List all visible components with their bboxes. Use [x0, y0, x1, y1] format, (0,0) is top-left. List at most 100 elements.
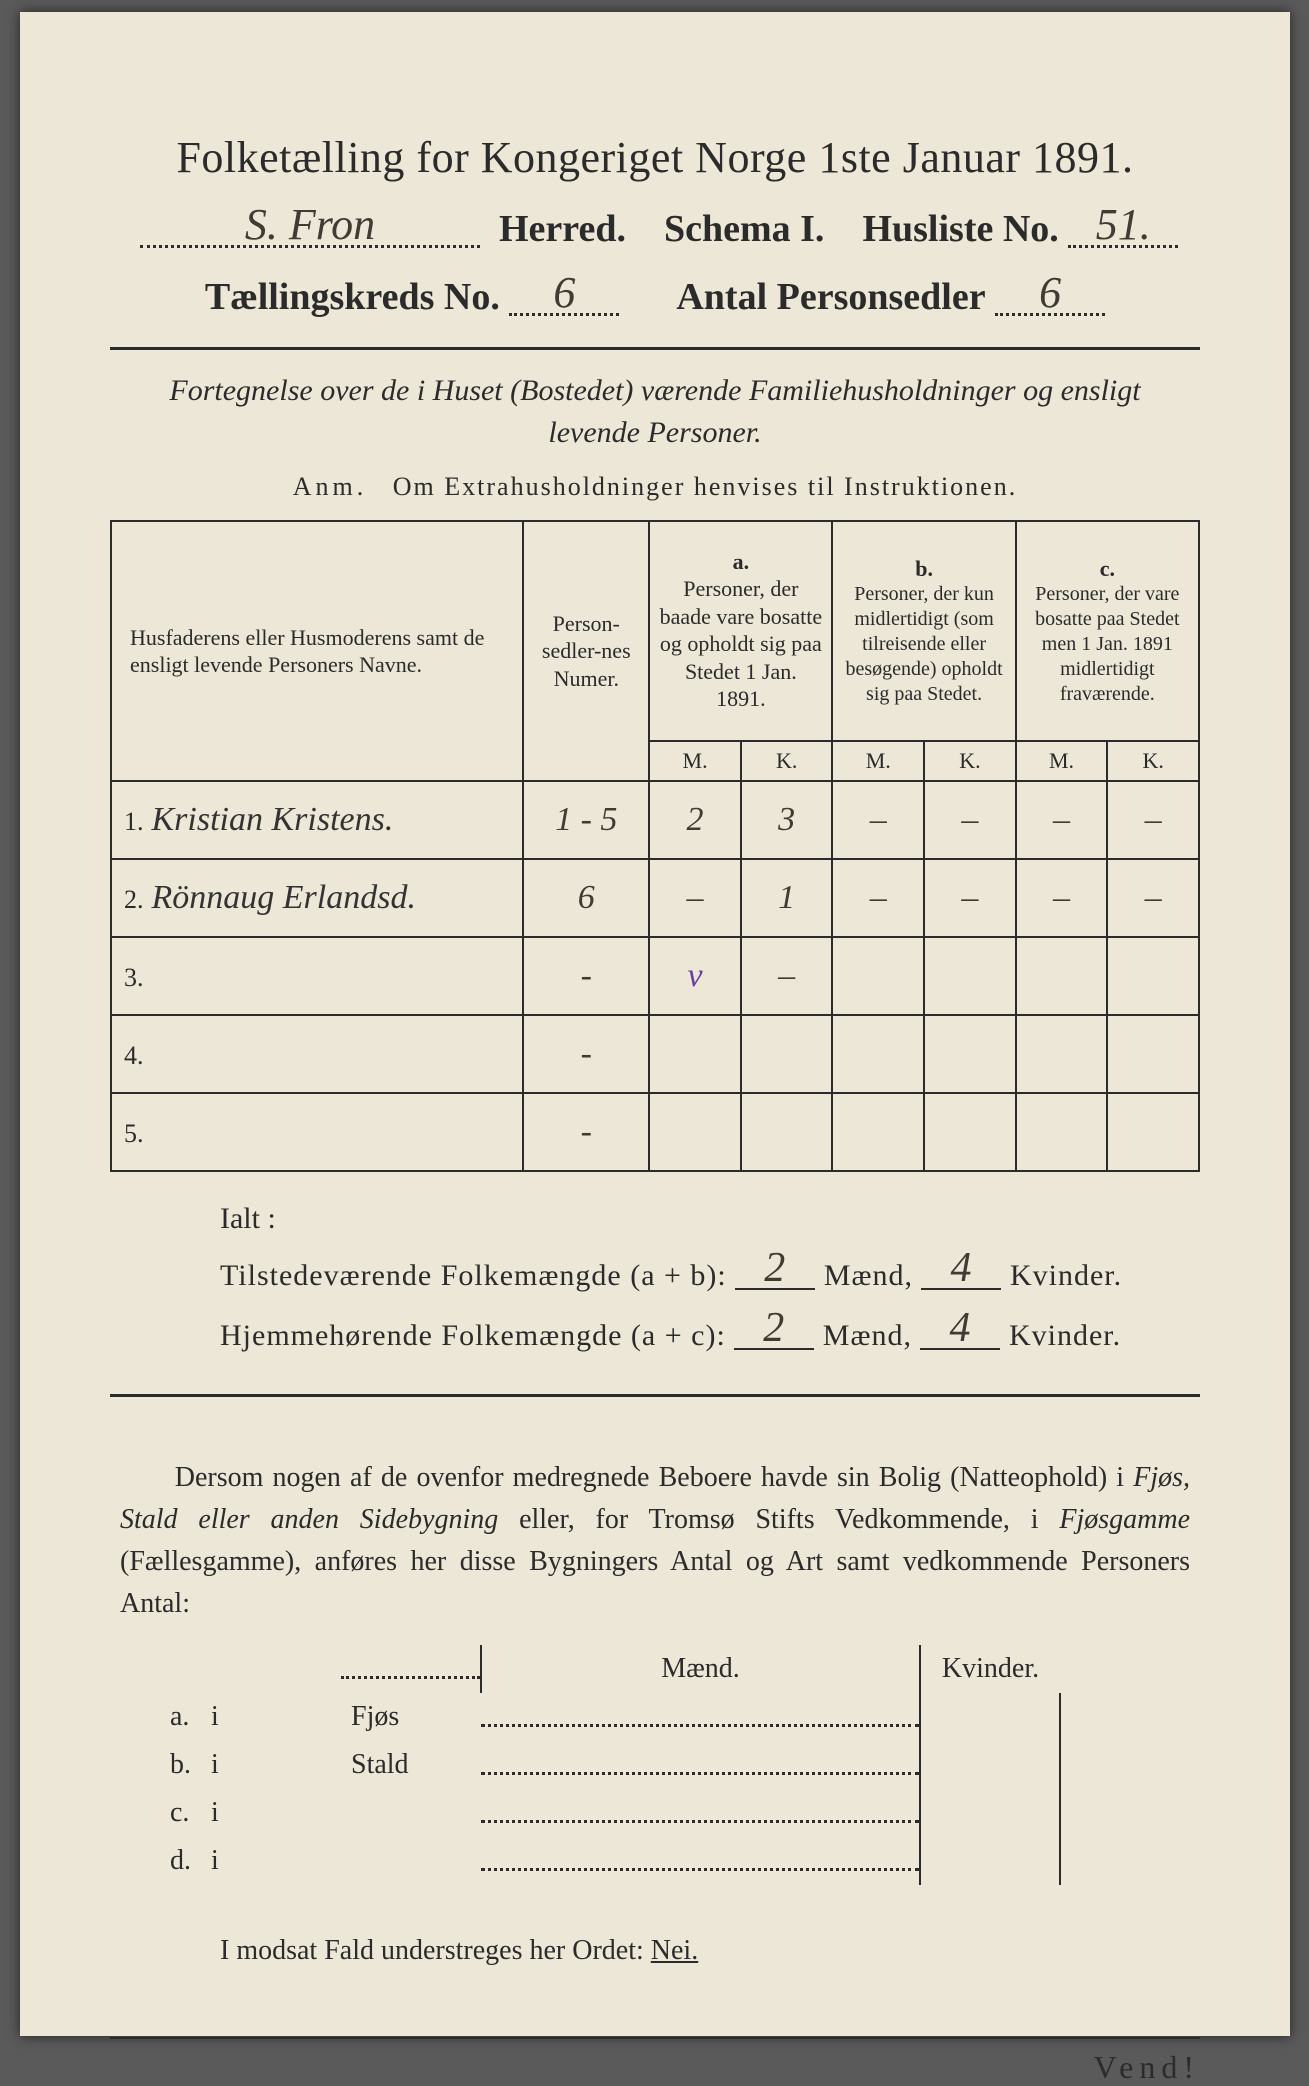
- cell: [832, 1093, 924, 1171]
- table-row: 3. - v –: [111, 937, 1199, 1015]
- sidebygning-para: Dersom nogen af de ovenfor medregnede Be…: [120, 1457, 1190, 1625]
- ialt-label: Ialt :: [220, 1202, 1200, 1236]
- bygn-kind: Fjøs: [341, 1693, 481, 1741]
- cell: –: [1016, 781, 1108, 859]
- bygn-i: i: [201, 1837, 341, 1885]
- ab-k: 4: [950, 1245, 972, 1291]
- sidebygning-table: Mænd. Kvinder. a. i Fjøs b. i Stald c. i…: [110, 1645, 1200, 1885]
- row-index: 1.: [124, 807, 144, 836]
- row-num: 6: [523, 859, 649, 937]
- col-c-k: K.: [1107, 741, 1199, 781]
- row-num: -: [523, 1015, 649, 1093]
- herred-value: S. Fron: [245, 200, 375, 249]
- row-num: 1 - 5: [523, 781, 649, 859]
- cell: [741, 1015, 833, 1093]
- row-index: 4.: [124, 1041, 144, 1070]
- kreds-label: Tællingskreds No.: [205, 276, 500, 318]
- bygn-lab: c.: [110, 1789, 201, 1837]
- row-num: -: [523, 1093, 649, 1171]
- bygn-lab: b.: [110, 1741, 201, 1789]
- bygn-i: i: [201, 1789, 341, 1837]
- cell: v: [649, 937, 741, 1015]
- antal-label: Antal Personsedler: [676, 276, 985, 318]
- bygn-row: b. i Stald: [110, 1741, 1200, 1789]
- col-b-m: M.: [832, 741, 924, 781]
- nei-line: I modsat Fald understreges her Ordet: Ne…: [220, 1935, 1200, 1967]
- cell: [924, 1093, 1016, 1171]
- anm-label: Anm.: [293, 472, 368, 501]
- schema-label: Schema I.: [664, 208, 824, 250]
- row-name: Rönnaug Erlandsd.: [152, 879, 416, 916]
- cell: [1107, 937, 1199, 1015]
- bygn-i: i: [201, 1741, 341, 1789]
- cell: [741, 1093, 833, 1171]
- bygn-row: c. i: [110, 1789, 1200, 1837]
- page-title: Folketælling for Kongeriget Norge 1ste J…: [110, 132, 1200, 183]
- kreds-value: 6: [553, 268, 575, 317]
- col-a-header: a. Personer, der baade vare bosatte og o…: [649, 521, 832, 741]
- cell: [1107, 1093, 1199, 1171]
- col-c-m: M.: [1016, 741, 1108, 781]
- bygn-col-m: Mænd.: [481, 1645, 920, 1693]
- col-c-header: c. Personer, der vare bosatte paa Stedet…: [1016, 521, 1199, 741]
- totals-block: Tilstedeværende Folkemængde (a + b): 2 M…: [220, 1246, 1200, 1366]
- col-num-header: Person-sedler-nes Numer.: [523, 521, 649, 781]
- row-index: 5.: [124, 1119, 144, 1148]
- col-a-m: M.: [649, 741, 741, 781]
- col-a-k: K.: [741, 741, 833, 781]
- cell: –: [924, 781, 1016, 859]
- cell: [1107, 1015, 1199, 1093]
- col-b-header: b. Personer, der kun midlertidigt (som t…: [832, 521, 1015, 741]
- rule-2: [110, 1394, 1200, 1397]
- header-line-2: S. Fron Herred. Schema I. Husliste No. 5…: [110, 207, 1200, 251]
- kvinder-label: Kvinder.: [1010, 1259, 1122, 1292]
- bygn-lab: d.: [110, 1837, 201, 1885]
- cell: –: [1107, 781, 1199, 859]
- nei-pre: I modsat Fald understreges her Ordet:: [220, 1935, 651, 1966]
- cell: [1016, 1093, 1108, 1171]
- bygn-col-k: Kvinder.: [920, 1645, 1060, 1693]
- rule-1: [110, 347, 1200, 350]
- vend-label: Vend!: [110, 2037, 1200, 2086]
- cell: –: [1016, 859, 1108, 937]
- cell: [924, 937, 1016, 1015]
- table-row: 5. -: [111, 1093, 1199, 1171]
- row-num: -: [523, 937, 649, 1015]
- cell: [832, 937, 924, 1015]
- ab-m: 2: [764, 1245, 786, 1291]
- cell: [649, 1015, 741, 1093]
- bygn-i: i: [201, 1693, 341, 1741]
- anm-text: Om Extrahusholdninger henvises til Instr…: [393, 472, 1017, 501]
- ac-m: 2: [763, 1305, 785, 1351]
- table-row: 4. -: [111, 1015, 1199, 1093]
- antal-value: 6: [1039, 268, 1061, 317]
- ac-k: 4: [949, 1305, 971, 1351]
- table-row: 1.Kristian Kristens. 1 - 5 2 3 – – – –: [111, 781, 1199, 859]
- cell: 3: [741, 781, 833, 859]
- col-b-k: K.: [924, 741, 1016, 781]
- row-index: 3.: [124, 963, 144, 992]
- row-index: 2.: [124, 885, 144, 914]
- husliste-value: 51.: [1096, 200, 1151, 249]
- husliste-label: Husliste No.: [862, 208, 1058, 250]
- cell: [832, 1015, 924, 1093]
- tilstede-label: Tilstedeværende Folkemængde (a + b):: [220, 1259, 727, 1292]
- cell: –: [832, 781, 924, 859]
- census-table: Husfaderens eller Husmoderens samt de en…: [110, 520, 1200, 1172]
- cell: –: [832, 859, 924, 937]
- nei-word: Nei.: [651, 1935, 698, 1966]
- cell: –: [649, 859, 741, 937]
- header-line-3: Tællingskreds No. 6 Antal Personsedler 6: [110, 275, 1200, 319]
- table-row: 2. Rönnaug Erlandsd. 6 – 1 – – – –: [111, 859, 1199, 937]
- cell: [924, 1015, 1016, 1093]
- cell: –: [924, 859, 1016, 937]
- bygn-row: d. i: [110, 1837, 1200, 1885]
- row-name: Kristian Kristens.: [152, 801, 394, 838]
- hjemme-label: Hjemmehørende Folkemængde (a + c):: [220, 1319, 726, 1352]
- cell: 1: [741, 859, 833, 937]
- cell: [1016, 1015, 1108, 1093]
- anm-line: Anm. Om Extrahusholdninger henvises til …: [110, 472, 1200, 502]
- cell: –: [1107, 859, 1199, 937]
- bygn-lab: a.: [110, 1693, 201, 1741]
- intro-text: Fortegnelse over de i Huset (Bostedet) v…: [110, 370, 1200, 454]
